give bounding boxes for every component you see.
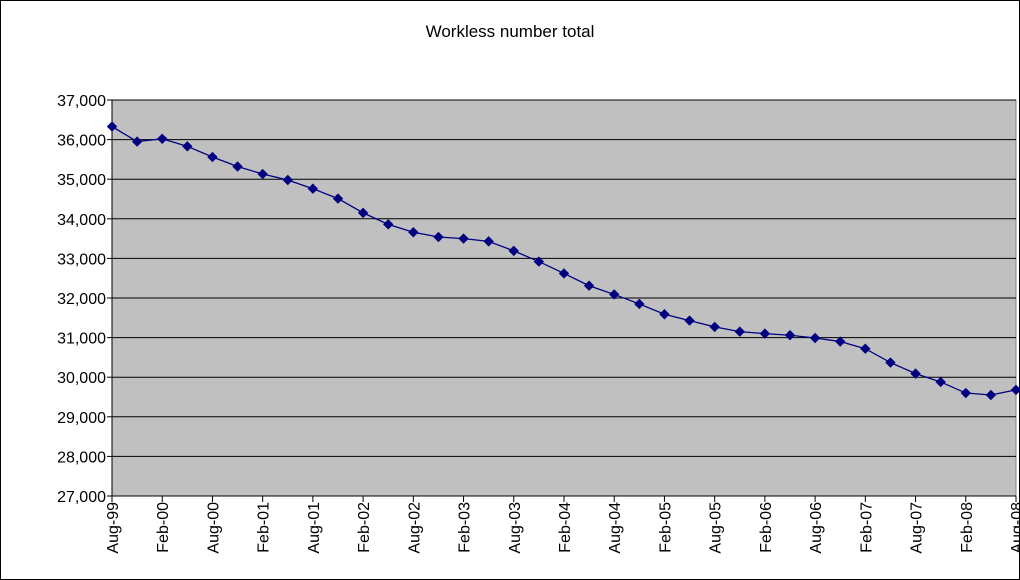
data-point [684, 315, 695, 326]
data-point [960, 387, 971, 399]
data-point [860, 343, 871, 354]
x-tick-label: Aug-08 [1009, 502, 1020, 554]
x-tick-label: Feb-02 [356, 502, 373, 553]
x-tick-label: Feb-04 [557, 502, 574, 553]
y-tick-label: 32,000 [57, 291, 106, 308]
data-point [332, 193, 344, 204]
data-point [835, 336, 846, 347]
data-point [558, 268, 570, 279]
data-point [583, 280, 595, 291]
data-point [433, 231, 444, 243]
data-point [157, 133, 168, 145]
data-point [759, 328, 771, 339]
data-point [784, 330, 796, 341]
data-point [257, 168, 268, 180]
x-tick-label: Aug-03 [507, 502, 524, 554]
x-tick-label: Aug-02 [406, 502, 423, 554]
data-point [533, 256, 545, 267]
x-tick-label: Feb-03 [457, 502, 474, 553]
y-tick-label: 29,000 [57, 410, 106, 427]
data-point [935, 376, 946, 388]
data-point [307, 183, 319, 194]
y-tick-label: 33,000 [57, 251, 106, 268]
x-tick-label: Feb-01 [256, 502, 273, 553]
data-point [634, 298, 645, 310]
data-point [357, 207, 369, 219]
data-point [734, 326, 745, 337]
y-tick-label: 37,000 [57, 93, 106, 110]
data-point [709, 321, 720, 333]
x-tick-label: Feb-05 [657, 502, 674, 553]
x-tick-label: Aug-05 [708, 502, 725, 554]
x-tick-label: Aug-99 [105, 502, 122, 554]
x-tick-label: Aug-04 [607, 502, 624, 554]
data-point [508, 245, 519, 257]
data-point [483, 236, 494, 247]
data-point [985, 389, 997, 401]
data-point [809, 332, 821, 344]
data-point [659, 309, 670, 320]
data-point [910, 368, 921, 379]
y-tick-label: 31,000 [57, 331, 106, 348]
x-tick-label: Feb-08 [959, 502, 976, 553]
x-tick-label: Feb-06 [758, 502, 775, 553]
chart-title: Workless number total [425, 22, 595, 41]
data-point [207, 151, 218, 163]
data-point [106, 121, 118, 132]
data-point [232, 161, 243, 172]
data-point [1010, 384, 1020, 396]
series-group [106, 121, 1020, 401]
data-point [458, 233, 469, 244]
y-axis: 27,000 28,000 29,000 30,000 31,000 32,000 33,0… [57, 93, 113, 506]
x-tick-label: Aug-06 [808, 502, 825, 554]
data-point [609, 289, 620, 300]
y-tick-label: 35,000 [57, 172, 106, 189]
data-point [885, 357, 896, 368]
y-tick-label: 36,000 [57, 133, 106, 150]
data-point [131, 136, 143, 147]
data-point [408, 227, 419, 238]
data-point [383, 219, 394, 230]
x-tick-label: Aug-01 [306, 502, 323, 554]
y-tick-label: 30,000 [57, 370, 106, 387]
data-point [182, 141, 193, 152]
x-tick-label: Feb-00 [155, 502, 172, 553]
x-tick-label: Feb-07 [858, 502, 875, 553]
y-tick-label: 27,000 [57, 489, 106, 506]
x-axis: Aug-99 Feb-00 Aug-00 Feb-01 Aug-01 Feb-02 Aug-… [105, 495, 1020, 554]
y-tick-label: 34,000 [57, 212, 106, 229]
x-tick-label: Aug-00 [205, 502, 222, 554]
y-tick-label: 28,000 [57, 449, 106, 466]
x-tick-label: Aug-07 [909, 502, 926, 554]
data-point [282, 174, 293, 186]
